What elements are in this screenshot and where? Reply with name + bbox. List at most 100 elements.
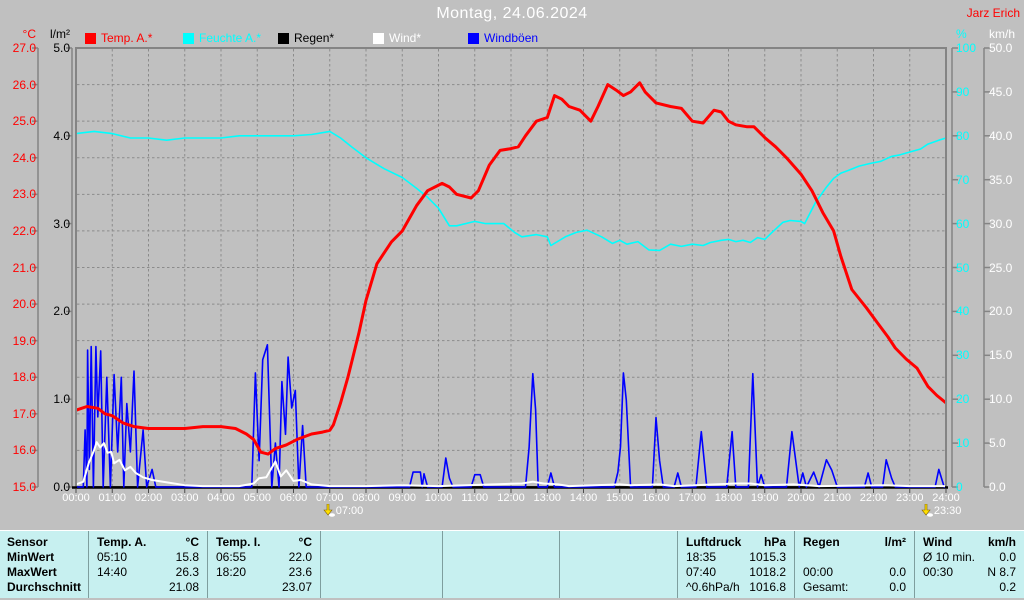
axis-tick-label-wind: 40.0 [989,128,1013,143]
table-cell-time: 00:00 [803,565,834,579]
time-marker-icon [921,504,933,517]
x-axis-label: 01:00 [98,492,127,504]
axis-tick-label-humidity: 60 [956,216,970,231]
table-row [321,565,442,580]
table-row: 07:40 1018.2 [678,565,794,580]
table-row [560,550,677,565]
table-header-unit: °C [185,535,199,549]
axis-tick-label-humidity: 70 [956,172,970,187]
time-marker-23-30: 23:30 [921,504,962,517]
table-cell-time: 07:40 [686,565,717,579]
table-col-header: Temp. I. °C [208,535,320,550]
axis-tick-label-temp: 21.0 [12,260,36,275]
x-axis-label: 24:00 [932,492,960,504]
table-col-header: Regen l/m² [795,535,914,550]
time-marker-07-00: 07:00 [323,504,364,517]
x-axis-label: 03:00 [170,492,199,504]
table-header-name: Temp. I. [216,535,261,549]
table-row: 14:40 26.3 [89,565,207,580]
table-group-regen: Regen l/m² 00:00 0.0 Gesamt: 0.0 [794,531,914,598]
axis-tick-label-temp: 15.0 [12,480,36,494]
legend-item-wind: Wind* [373,31,421,45]
legend-swatch-windb-en [468,32,479,44]
axis-header-temp: °C [22,27,36,41]
table-cell-time: ^0.6hPa/h [686,580,740,594]
table-row: Ø 10 min. 0.0 [915,550,1024,565]
table-col-header [443,535,559,550]
legend-item-feuchte-a: Feuchte A.* [183,31,261,45]
table-header-name: Luftdruck [686,535,742,549]
axis-tick-label-temp: 27.0 [12,41,36,55]
x-axis-label: 19:00 [750,492,779,504]
x-axis-label: 22:00 [859,492,888,504]
x-axis-label: 08:00 [352,492,380,504]
legend-swatch-wind [373,32,384,44]
table-cell-value: 23.6 [288,565,312,579]
axis-tick-label-rain: 0.0 [53,480,70,494]
time-marker-label: 23:30 [933,504,962,517]
axis-tick-label-wind: 50.0 [989,41,1013,55]
legend-item-regen: Regen* [278,31,334,45]
axis-tick-label-temp: 17.0 [12,406,36,421]
axis-tick-label-rain: 5.0 [53,41,70,55]
table-col-header: Wind km/h [915,535,1024,550]
table-row [443,580,559,595]
legend-label: Feuchte A.* [199,31,262,45]
legend-swatch-regen [278,32,289,44]
table-cell-time: 14:40 [97,565,128,579]
table-row [443,565,559,580]
axis-header-rain: l/m² [50,27,70,41]
series-windb-en [77,343,945,488]
table-cell-time: 05:10 [97,550,128,564]
table-row [443,550,559,565]
table-cell-time: 06:55 [216,550,247,564]
table-col-header [560,535,677,550]
axis-tick-label-rain: 1.0 [53,392,70,407]
table-row [321,550,442,565]
axis-header-wind: km/h [989,27,1016,41]
table-cell-value: 0.0 [889,580,906,594]
axis-tick-label-humidity: 40 [956,304,970,319]
series-feuchte-a [77,130,945,252]
summary-table: Sensor MinWert MaxWert Durchschnitt Temp. A.… [0,530,1024,598]
table-row-label: Durchschnitt [7,580,82,594]
table-cell-value: 1018.2 [749,565,786,579]
table-row: 18:35 1015.3 [678,550,794,565]
x-axis-label: 11:00 [461,492,489,504]
axis-tick-label-humidity: 100 [956,41,977,55]
table-row: 05:10 15.8 [89,550,207,565]
axis-tick-label-humidity: 90 [956,84,970,99]
series-temp-a [77,81,945,456]
table-cell-time: 18:35 [686,550,717,564]
axis-tick-label-humidity: 50 [956,260,970,275]
table-row: Gesamt: 0.0 [795,580,914,595]
table-row: ^0.6hPa/h 1016.8 [678,580,794,595]
axis-tick-label-temp: 25.0 [12,114,36,129]
table-group-luftdruck: Luftdruck hPa 18:35 1015.3 07:40 1018.2 ^0.6hP… [677,531,794,598]
axis-tick-label-wind: 20.0 [989,304,1013,319]
x-axis-label: 15:00 [605,492,634,504]
table-cell-value: 15.8 [175,550,199,564]
axis-tick-label-humidity: 30 [956,348,970,363]
table-row [560,565,677,580]
table-cell-time: 00:30 [923,565,954,579]
axis-tick-label-wind: 25.0 [989,260,1013,275]
x-axis-label: 21:00 [823,492,852,504]
table-header-unit: l/m² [884,535,906,549]
axis-tick-label-rain: 4.0 [53,128,70,143]
series-wind [77,441,945,488]
x-axis-label: 13:00 [533,492,562,504]
table-group-temp-i: Temp. I. °C 06:55 22.0 18:20 23.6 23.07 [207,531,320,598]
axis-tick-label-humidity: 80 [956,128,970,143]
time-marker-label: 07:00 [335,504,364,517]
x-axis-label: 23:00 [895,492,924,504]
x-axis-label: 17:00 [678,492,707,504]
legend-swatch-temp-a [85,32,96,44]
table-row: 0.2 [915,580,1024,595]
table-cell-value: 0.2 [999,580,1016,594]
axis-tick-label-wind: 15.0 [989,348,1013,363]
table-group-temp-a: Temp. A. °C 05:10 15.8 14:40 26.3 21.08 [88,531,207,598]
legend-item-temp-a: Temp. A.* [85,31,152,45]
time-marker-icon [323,504,335,517]
table-row-label: MaxWert [7,565,57,579]
